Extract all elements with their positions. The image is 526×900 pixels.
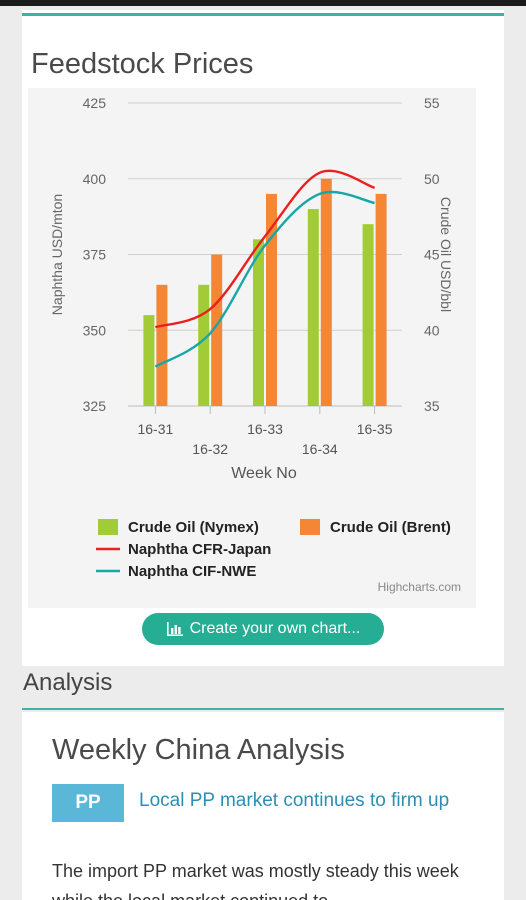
bar-crude-oil-brent- xyxy=(266,193,277,406)
bar-crude-oil-nymex- xyxy=(362,224,374,406)
analysis-card: Weekly China Analysis PP Local PP market… xyxy=(22,712,504,900)
bar-chart-icon xyxy=(166,622,183,636)
y2-axis-tick-label: 35 xyxy=(424,398,440,414)
x-axis-tick-label: 16-31 xyxy=(137,421,173,437)
legend-label: Naphtha CIF-NWE xyxy=(128,563,256,580)
chart-svg: 325 350 375 400 425 35 40 45 50 55 16-31 16-32 16-33… xyxy=(49,95,461,594)
y2-axis-tick-label: 45 xyxy=(424,247,440,263)
y-axis-tick-label: 325 xyxy=(83,398,107,414)
top-bar xyxy=(0,0,526,6)
bar-crude-oil-nymex- xyxy=(307,209,319,406)
y-axis-tick-label: 425 xyxy=(83,95,107,111)
create-chart-button[interactable]: Create your own chart... xyxy=(142,613,384,645)
bar-crude-oil-nymex- xyxy=(253,239,264,406)
analysis-divider xyxy=(22,708,504,710)
y2-axis-tick-label: 55 xyxy=(424,95,440,111)
feedstock-title: Feedstock Prices xyxy=(31,48,254,80)
y-axis-title: Naphtha USD/mton xyxy=(49,194,65,315)
bar-crude-oil-nymex- xyxy=(198,284,210,406)
bar-crude-oil-brent- xyxy=(156,284,168,406)
x-axis-tick-label: 16-34 xyxy=(302,441,338,457)
analysis-section-header: Analysis xyxy=(23,669,113,696)
analysis-body-text: The import PP market was mostly steady t… xyxy=(52,861,459,900)
line-naphtha-cif-nwe xyxy=(154,190,375,368)
x-axis-title: Week No xyxy=(231,465,297,482)
y2-axis-tick-label: 50 xyxy=(424,171,440,187)
legend-swatch xyxy=(300,519,320,535)
bar-crude-oil-brent- xyxy=(320,178,332,406)
y2-axis-tick-label: 40 xyxy=(424,322,440,338)
bar-crude-oil-nymex- xyxy=(143,315,155,406)
line-naphtha-cfr-japan xyxy=(155,169,376,329)
y-axis-tick-label: 400 xyxy=(83,171,107,187)
feedstock-card: Feedstock Prices 325 350 375 400 425 35 40 45 50… xyxy=(22,10,504,666)
product-tag-badge: PP xyxy=(52,784,124,822)
legend-label: Naphtha CFR-Japan xyxy=(128,541,271,558)
analysis-title: Weekly China Analysis xyxy=(52,734,345,766)
card-accent-line xyxy=(22,13,504,16)
legend-swatch xyxy=(98,519,118,535)
y2-axis-title: Crude Oil USD/bbl xyxy=(438,197,454,312)
x-axis-tick-label: 16-33 xyxy=(247,421,283,437)
create-chart-label: Create your own chart... xyxy=(189,620,361,637)
x-axis-tick-label: 16-35 xyxy=(357,421,393,437)
chart-credit: Highcharts.com xyxy=(378,580,461,594)
feedstock-chart: 325 350 375 400 425 35 40 45 50 55 16-31 16-32 16-33… xyxy=(28,88,476,608)
analysis-headline-link[interactable]: Local PP market continues to firm up xyxy=(139,790,450,811)
y-axis-tick-label: 375 xyxy=(83,247,107,263)
bar-crude-oil-brent- xyxy=(211,254,223,406)
bar-crude-oil-brent- xyxy=(375,193,387,406)
y-axis-tick-label: 350 xyxy=(83,322,107,338)
legend-label: Crude Oil (Nymex) xyxy=(128,519,259,536)
x-axis-tick-label: 16-32 xyxy=(192,441,228,457)
legend-label: Crude Oil (Brent) xyxy=(330,519,451,536)
